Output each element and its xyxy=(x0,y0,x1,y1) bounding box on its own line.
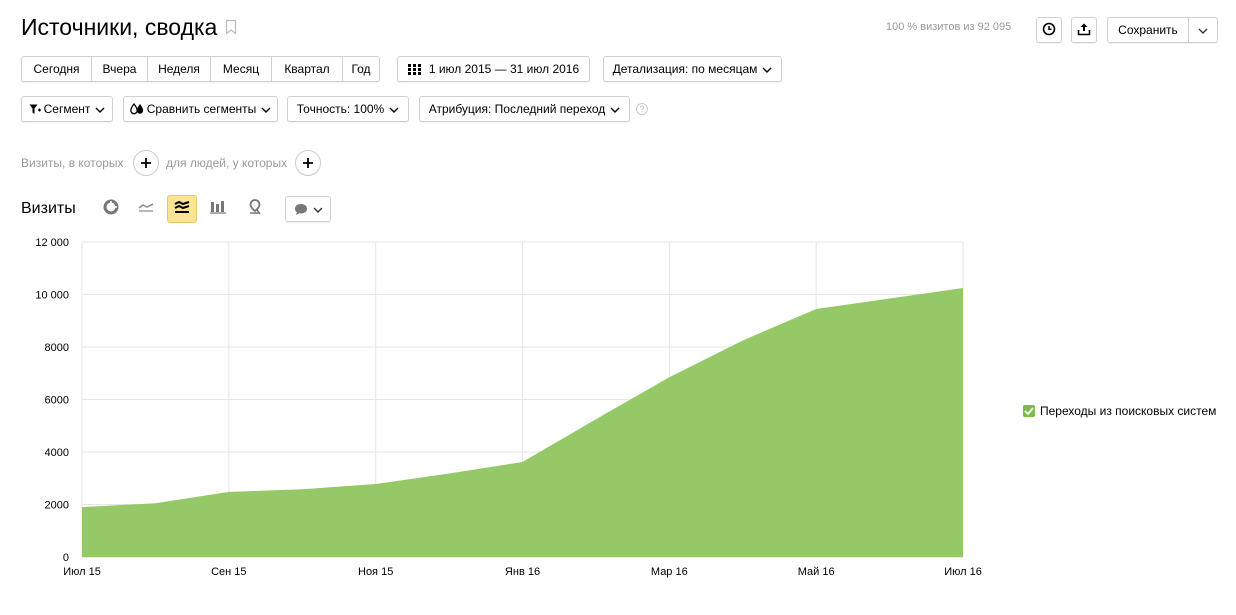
comment-icon xyxy=(294,203,308,216)
visits-stat: 100 % визитов из 92 095 xyxy=(886,21,1012,33)
chart-legend: Переходы из поисковых систем xyxy=(1023,404,1216,418)
export-button[interactable] xyxy=(1071,17,1097,43)
detail-label: Детализация: по месяцам xyxy=(612,62,758,76)
chevron-down-icon xyxy=(610,102,620,116)
period-week-button[interactable]: Неделя xyxy=(148,57,211,81)
y-tick-label: 10 000 xyxy=(35,290,69,302)
y-tick-label: 4000 xyxy=(45,447,69,459)
map-pin-icon xyxy=(248,198,262,220)
x-tick-label: Май 16 xyxy=(798,566,835,578)
pie-view-button[interactable] xyxy=(96,195,126,223)
upload-icon xyxy=(1077,22,1091,39)
x-tick-label: Мар 16 xyxy=(651,566,688,578)
data-point[interactable] xyxy=(887,295,893,301)
data-point[interactable] xyxy=(740,337,746,343)
date-range-button[interactable]: 1 июл 2015 — 31 июл 2016 xyxy=(397,56,590,82)
attribution-dropdown[interactable]: Атрибуция: Последний переход xyxy=(419,96,630,122)
chevron-down-icon xyxy=(95,102,105,116)
y-tick-label: 2000 xyxy=(45,500,69,512)
chevron-down-icon xyxy=(1198,23,1208,37)
series-area[interactable] xyxy=(82,287,963,557)
data-point[interactable] xyxy=(446,471,452,477)
line-view-button[interactable] xyxy=(131,195,161,223)
period-month-button[interactable]: Месяц xyxy=(211,57,272,81)
add-visit-condition-button[interactable] xyxy=(133,150,159,176)
data-point[interactable] xyxy=(666,374,672,380)
data-point[interactable] xyxy=(373,481,379,487)
area-chart: 0 2000 4000 6000 8000 10 000 12 000 Июл 15 Сен … xyxy=(35,237,982,578)
x-tick-label: Июл 16 xyxy=(944,566,982,578)
bar-view-button[interactable] xyxy=(203,195,233,223)
map-view-button[interactable] xyxy=(240,195,270,223)
chevron-down-icon xyxy=(762,62,772,76)
page-title-text: Источники, сводка xyxy=(21,14,218,40)
pie-chart-icon xyxy=(103,199,119,220)
y-tick-label: 8000 xyxy=(45,342,69,354)
y-tick-label: 0 xyxy=(63,552,69,564)
compare-label: Сравнить сегменты xyxy=(146,102,257,116)
area-chart-icon xyxy=(174,200,190,219)
chart-title: Визиты xyxy=(21,200,76,217)
x-tick-label: Сен 15 xyxy=(211,566,246,578)
date-range-label: 1 июл 2015 — 31 июл 2016 xyxy=(428,62,580,76)
segment-label: Сегмент xyxy=(43,102,91,116)
detail-dropdown[interactable]: Детализация: по месяцам xyxy=(603,56,782,82)
data-point[interactable] xyxy=(520,459,526,465)
visits-condition-label: Визиты, в которых xyxy=(21,156,124,170)
calendar-icon xyxy=(407,63,421,75)
period-selector: Сегодня Вчера Неделя Месяц Квартал Год xyxy=(21,56,380,82)
y-tick-label: 12 000 xyxy=(35,237,69,249)
accuracy-label: Точность: 100% xyxy=(296,102,385,116)
compare-segments-dropdown[interactable]: Сравнить сегменты xyxy=(123,96,278,122)
save-options-button[interactable] xyxy=(1188,17,1218,43)
x-tick-label: Июл 15 xyxy=(63,566,101,578)
plus-icon xyxy=(140,154,152,172)
funnel-icon xyxy=(29,104,41,115)
period-yesterday-button[interactable]: Вчера xyxy=(92,57,148,81)
data-point[interactable] xyxy=(299,486,305,492)
area-view-button[interactable] xyxy=(167,195,197,223)
data-point[interactable] xyxy=(152,500,158,506)
comments-dropdown[interactable] xyxy=(285,196,331,222)
people-condition-label: для людей, у которых xyxy=(166,156,288,170)
y-tick-label: 6000 xyxy=(45,395,69,407)
help-icon[interactable]: ? xyxy=(636,103,648,115)
line-chart-icon xyxy=(138,200,154,218)
add-people-condition-button[interactable] xyxy=(295,150,321,176)
attribution-label: Атрибуция: Последний переход xyxy=(428,102,606,116)
chevron-down-icon xyxy=(389,102,399,116)
x-tick-label: Янв 16 xyxy=(505,566,540,578)
data-point[interactable] xyxy=(813,306,819,312)
period-year-button[interactable]: Год xyxy=(351,62,371,76)
clock-icon xyxy=(1042,22,1056,39)
data-point[interactable] xyxy=(226,489,232,495)
bookmark-icon[interactable] xyxy=(225,14,237,41)
drops-icon xyxy=(129,103,144,115)
bar-chart-icon xyxy=(210,200,226,219)
legend-label[interactable]: Переходы из поисковых систем xyxy=(1040,404,1217,418)
segment-dropdown[interactable]: Сегмент xyxy=(21,96,113,122)
save-button[interactable]: Сохранить xyxy=(1107,17,1189,43)
data-point[interactable] xyxy=(79,504,85,510)
data-point[interactable] xyxy=(960,285,966,291)
period-today-button[interactable]: Сегодня xyxy=(22,57,92,81)
accuracy-dropdown[interactable]: Точность: 100% xyxy=(287,96,409,122)
legend-checkbox[interactable] xyxy=(1023,405,1035,417)
page-title: Источники, сводка xyxy=(21,14,237,41)
x-tick-label: Ноя 15 xyxy=(358,566,393,578)
period-quarter-button[interactable]: Квартал xyxy=(272,57,343,81)
chevron-down-icon xyxy=(261,102,271,116)
data-point[interactable] xyxy=(593,416,599,422)
chevron-down-icon xyxy=(313,202,323,216)
plus-icon xyxy=(302,154,314,172)
history-button[interactable] xyxy=(1036,17,1062,43)
